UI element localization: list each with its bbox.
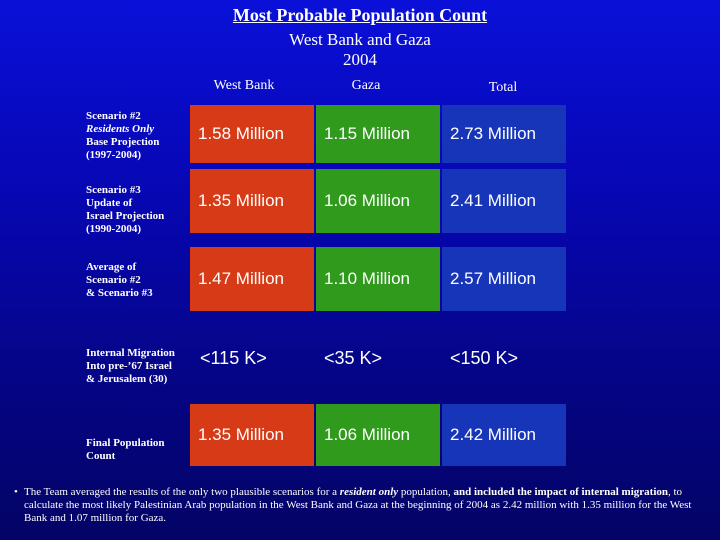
- column-header-gaza: Gaza: [351, 78, 381, 93]
- cell-west-bank: 1.35 Million: [190, 169, 314, 233]
- cell-west-bank: 1.35 Million: [190, 404, 314, 466]
- cell-total: 2.42 Million: [442, 404, 566, 466]
- footnote-text: population,: [398, 486, 454, 498]
- row-label-average: Average of Scenario #2 & Scenario #3: [86, 261, 186, 300]
- row-label-line: (1997-2004): [86, 149, 141, 161]
- cell-total: 2.57 Million: [442, 247, 566, 311]
- footnote-bold: and included the impact of internal migr…: [453, 486, 668, 498]
- column-header-total: Total: [488, 80, 518, 95]
- page-subtitle-region: West Bank and Gaza: [289, 30, 431, 49]
- cell-gaza: 1.06 Million: [316, 169, 440, 233]
- row-label-scenario-2: Scenario #2 Residents Only Base Projecti…: [86, 110, 186, 162]
- row-label-internal-migration: Internal Migration Into pre-’67 Israel &…: [86, 347, 186, 386]
- cell-gaza: <35 K>: [324, 347, 383, 368]
- row-label-line: Israel Projection: [86, 210, 165, 222]
- row-label-line: Internal Migration: [86, 347, 175, 359]
- row-label-line: Scenario #2: [86, 274, 141, 286]
- cell-total: 2.73 Million: [442, 105, 566, 163]
- row-label-line: & Jerusalem (30): [86, 373, 168, 385]
- row-label-line: Scenario #2: [86, 110, 141, 122]
- row-label-line: Average of: [86, 261, 137, 273]
- cell-west-bank: <115 K>: [200, 347, 267, 368]
- row-label-line: & Scenario #3: [86, 287, 153, 299]
- row-label-line: Into pre-’67 Israel: [86, 360, 172, 372]
- cell-total: <150 K>: [450, 347, 519, 368]
- row-label-line: Update of: [86, 197, 133, 209]
- footnote: • The Team averaged the results of the o…: [14, 486, 704, 525]
- row-label-line: (1990-2004): [86, 223, 141, 235]
- row-label-line: Count: [86, 450, 116, 462]
- page-subtitle-year: 2004: [343, 50, 377, 69]
- row-label-final-count: Final Population Count: [86, 437, 186, 463]
- footnote-text: , to calculate the most likely Palestini…: [24, 486, 692, 524]
- cell-gaza: 1.06 Million: [316, 404, 440, 466]
- cell-west-bank: 1.58 Million: [190, 105, 314, 163]
- row-label-line: Base Projection: [86, 136, 160, 148]
- page-title: Most Probable Population Count: [232, 5, 488, 25]
- footnote-text: The Team averaged the results of the onl…: [24, 486, 340, 498]
- footnote-bullet: •: [14, 486, 18, 498]
- cell-gaza: 1.10 Million: [316, 247, 440, 311]
- row-label-scenario-3: Scenario #3 Update of Israel Projection …: [86, 184, 186, 236]
- row-label-line: Final Population: [86, 437, 165, 449]
- cell-total: 2.41 Million: [442, 169, 566, 233]
- footnote-italic: resident only: [339, 486, 399, 498]
- column-header-west-bank: West Bank: [213, 78, 275, 93]
- cell-west-bank: 1.47 Million: [190, 247, 314, 311]
- cell-gaza: 1.15 Million: [316, 105, 440, 163]
- row-label-line: Residents Only: [86, 123, 155, 135]
- row-label-line: Scenario #3: [86, 184, 141, 196]
